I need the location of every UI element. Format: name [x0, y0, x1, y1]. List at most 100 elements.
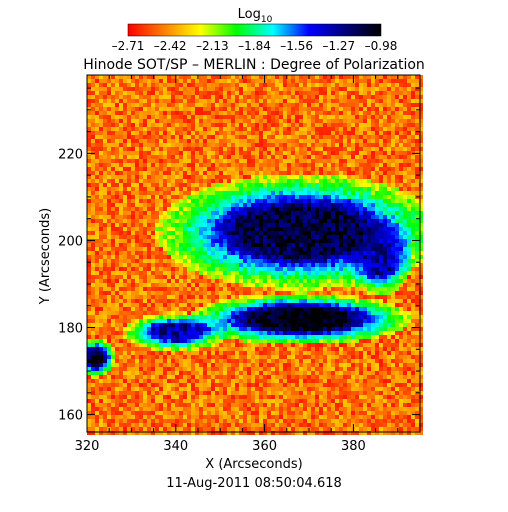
heatmap-cell: [327, 203, 331, 207]
heatmap-cell: [111, 215, 115, 219]
heatmap-cell: [243, 303, 247, 307]
heatmap-cell: [147, 103, 151, 107]
heatmap-cell: [179, 123, 183, 127]
heatmap-cell: [411, 171, 415, 175]
heatmap-cell: [199, 275, 203, 279]
heatmap-cell: [167, 159, 171, 163]
heatmap-cell: [275, 95, 279, 99]
heatmap-cell: [271, 147, 275, 151]
heatmap-cell: [191, 175, 195, 179]
heatmap-cell: [255, 199, 259, 203]
heatmap-cell: [275, 167, 279, 171]
heatmap-cell: [363, 183, 367, 187]
heatmap-cell: [127, 303, 131, 307]
heatmap-cell: [107, 207, 111, 211]
heatmap-cell: [307, 231, 311, 235]
heatmap-cell: [155, 263, 159, 267]
heatmap-cell: [167, 275, 171, 279]
heatmap-cell: [339, 283, 343, 287]
heatmap-cell: [199, 199, 203, 203]
heatmap-cell: [347, 111, 351, 115]
heatmap-cell: [251, 115, 255, 119]
heatmap-cell: [299, 195, 303, 199]
heatmap-cell: [227, 99, 231, 103]
heatmap-cell: [355, 239, 359, 243]
heatmap-cell: [351, 111, 355, 115]
heatmap-cell: [211, 91, 215, 95]
heatmap-cell: [355, 251, 359, 255]
heatmap-cell: [295, 279, 299, 283]
heatmap-cell: [387, 103, 391, 107]
heatmap-cell: [155, 211, 159, 215]
heatmap-cell: [299, 267, 303, 271]
heatmap-cell: [295, 259, 299, 263]
heatmap-cell: [271, 263, 275, 267]
heatmap-cell: [303, 299, 307, 303]
heatmap-cell: [279, 239, 283, 243]
heatmap-cell: [227, 207, 231, 211]
heatmap-cell: [411, 279, 415, 283]
heatmap-cell: [231, 219, 235, 223]
heatmap-cell: [283, 175, 287, 179]
heatmap-cell: [259, 143, 263, 147]
heatmap-cell: [311, 87, 315, 91]
heatmap-cell: [143, 167, 147, 171]
heatmap-cell: [115, 159, 119, 163]
heatmap-cell: [275, 159, 279, 163]
heatmap-cell: [159, 303, 163, 307]
heatmap-cell: [375, 299, 379, 303]
heatmap-cell: [295, 207, 299, 211]
heatmap-cell: [231, 307, 235, 311]
heatmap-cell: [139, 171, 143, 175]
heatmap-cell: [179, 223, 183, 227]
heatmap-cell: [207, 215, 211, 219]
heatmap-cell: [103, 271, 107, 275]
heatmap-cell: [211, 87, 215, 91]
heatmap-cell: [355, 295, 359, 299]
heatmap-cell: [99, 247, 103, 251]
heatmap-cell: [283, 75, 287, 79]
heatmap-cell: [343, 227, 347, 231]
heatmap-cell: [383, 307, 387, 311]
heatmap-cell: [327, 287, 331, 291]
heatmap-cell: [175, 203, 179, 207]
heatmap-cell: [223, 75, 227, 79]
heatmap-cell: [139, 87, 143, 91]
heatmap-cell: [323, 219, 327, 223]
heatmap-cell: [323, 307, 327, 311]
heatmap-cell: [391, 95, 395, 99]
heatmap-cell: [291, 147, 295, 151]
heatmap-cell: [363, 275, 367, 279]
heatmap-cell: [419, 171, 423, 175]
heatmap-cell: [411, 91, 415, 95]
heatmap-cell: [343, 95, 347, 99]
heatmap-cell: [251, 163, 255, 167]
heatmap-cell: [315, 107, 319, 111]
heatmap-cell: [347, 131, 351, 135]
heatmap-cell: [283, 131, 287, 135]
heatmap-cell: [383, 283, 387, 287]
heatmap-cell: [239, 187, 243, 191]
heatmap-cell: [339, 139, 343, 143]
heatmap-cell: [243, 91, 247, 95]
heatmap-cell: [363, 115, 367, 119]
heatmap-cell: [231, 223, 235, 227]
heatmap-cell: [187, 307, 191, 311]
heatmap-cell: [267, 87, 271, 91]
heatmap-cell: [275, 271, 279, 275]
heatmap-cell: [155, 311, 159, 315]
heatmap-cell: [215, 171, 219, 175]
heatmap-cell: [387, 179, 391, 183]
heatmap-cell: [395, 303, 399, 307]
heatmap-cell: [211, 307, 215, 311]
heatmap-cell: [403, 95, 407, 99]
heatmap-cell: [311, 131, 315, 135]
heatmap-cell: [147, 91, 151, 95]
heatmap-cell: [279, 139, 283, 143]
heatmap-cell: [199, 143, 203, 147]
heatmap-cell: [151, 215, 155, 219]
heatmap-cell: [287, 159, 291, 163]
heatmap-cell: [175, 83, 179, 87]
heatmap-cell: [359, 207, 363, 211]
heatmap-cell: [171, 215, 175, 219]
